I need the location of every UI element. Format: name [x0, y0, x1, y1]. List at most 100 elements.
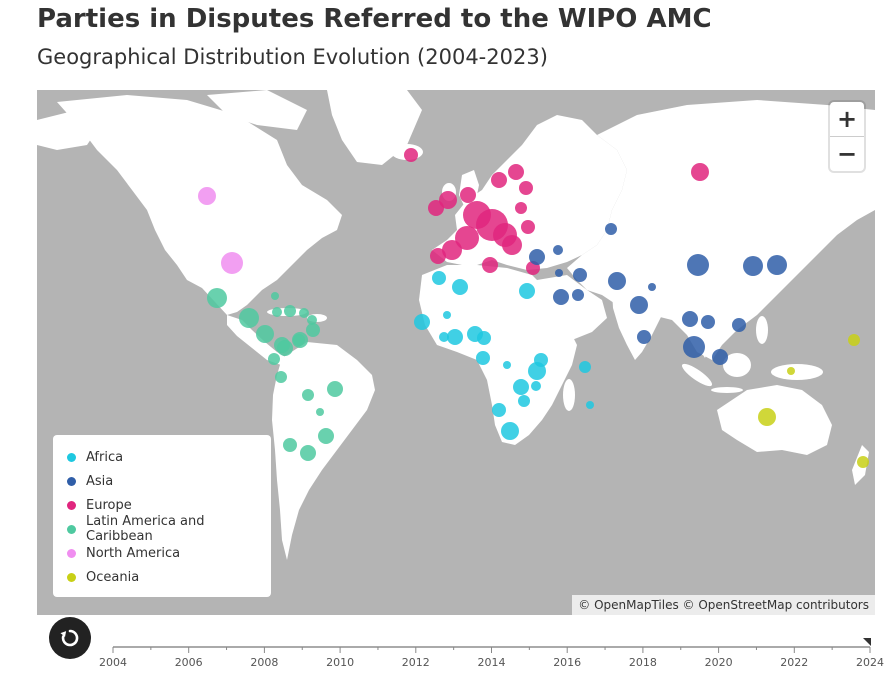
bubble-north-america[interactable]	[221, 252, 243, 274]
bubble-latin-america[interactable]	[327, 381, 343, 397]
bubble-latin-america[interactable]	[302, 389, 314, 401]
bubble-asia[interactable]	[701, 315, 715, 329]
land-madagascar	[563, 379, 575, 411]
legend-item[interactable]: Africa	[67, 445, 271, 469]
bubble-africa[interactable]	[586, 401, 594, 409]
bubble-latin-america[interactable]	[299, 308, 309, 318]
legend-label: Europe	[86, 498, 132, 513]
bubble-asia[interactable]	[605, 223, 617, 235]
bubble-europe[interactable]	[439, 191, 457, 209]
bubble-latin-america[interactable]	[207, 288, 227, 308]
bubble-europe[interactable]	[491, 172, 507, 188]
bubble-latin-america[interactable]	[293, 334, 305, 346]
legend-label: Asia	[86, 474, 113, 489]
bubble-latin-america[interactable]	[256, 325, 274, 343]
bubble-africa[interactable]	[414, 314, 430, 330]
bubble-latin-america[interactable]	[239, 308, 259, 328]
bubble-africa[interactable]	[503, 361, 511, 369]
timeline-tick-label: 2022	[780, 656, 808, 669]
bubble-asia[interactable]	[687, 254, 709, 276]
bubble-africa[interactable]	[531, 381, 541, 391]
bubble-asia[interactable]	[648, 283, 656, 291]
bubble-africa[interactable]	[528, 362, 546, 380]
bubble-asia[interactable]	[553, 289, 569, 305]
bubble-europe[interactable]	[515, 202, 527, 214]
bubble-europe[interactable]	[460, 187, 476, 203]
bubble-oceania[interactable]	[758, 408, 776, 426]
bubble-asia[interactable]	[683, 336, 705, 358]
bubble-africa[interactable]	[452, 279, 468, 295]
bubble-asia[interactable]	[712, 349, 728, 365]
chart-subtitle: Geographical Distribution Evolution (200…	[37, 45, 548, 69]
zoom-out-button[interactable]: −	[830, 136, 864, 171]
bubble-latin-america[interactable]	[272, 307, 282, 317]
bubble-asia[interactable]	[682, 311, 698, 327]
bubble-africa[interactable]	[476, 351, 490, 365]
bubble-asia[interactable]	[732, 318, 746, 332]
bubble-asia[interactable]	[767, 255, 787, 275]
bubble-asia[interactable]	[637, 330, 651, 344]
bubble-europe[interactable]	[430, 248, 446, 264]
bubble-asia[interactable]	[573, 268, 587, 282]
legend-swatch	[67, 501, 76, 510]
bubble-africa[interactable]	[501, 422, 519, 440]
bubble-europe[interactable]	[519, 181, 533, 195]
bubble-latin-america[interactable]	[318, 428, 334, 444]
bubble-africa[interactable]	[447, 329, 463, 345]
bubble-oceania[interactable]	[848, 334, 860, 346]
bubble-latin-america[interactable]	[268, 353, 280, 365]
land-java	[711, 387, 743, 393]
bubble-oceania[interactable]	[857, 456, 869, 468]
legend: Africa Asia Europe Latin America and Caribb…	[53, 435, 271, 597]
legend-item[interactable]: Latin America and Caribbean	[67, 517, 271, 541]
bubble-europe[interactable]	[508, 164, 524, 180]
timeline-handle[interactable]	[863, 638, 871, 646]
bubble-asia[interactable]	[630, 296, 648, 314]
bubble-africa[interactable]	[492, 403, 506, 417]
bubble-oceania[interactable]	[787, 367, 795, 375]
bubble-asia[interactable]	[572, 289, 584, 301]
map-attribution[interactable]: © OpenMapTiles © OpenStreetMap contribut…	[572, 595, 875, 615]
timeline-slider[interactable]: 2004200620082010201220142016201820202022…	[0, 625, 894, 681]
bubble-north-america[interactable]	[198, 187, 216, 205]
world-map[interactable]: + − Africa Asia Europe Latin America and Ca…	[37, 90, 875, 615]
land-new-guinea	[771, 364, 823, 380]
zoom-control: + −	[830, 102, 864, 171]
bubble-asia[interactable]	[608, 272, 626, 290]
bubble-africa[interactable]	[443, 311, 451, 319]
bubble-latin-america[interactable]	[283, 438, 297, 452]
bubble-africa[interactable]	[518, 395, 530, 407]
bubble-africa[interactable]	[477, 331, 491, 345]
timeline-tick-label: 2016	[553, 656, 581, 669]
timeline-tick-label: 2014	[478, 656, 506, 669]
bubble-africa[interactable]	[519, 283, 535, 299]
bubble-latin-america[interactable]	[271, 292, 279, 300]
bubble-latin-america[interactable]	[300, 445, 316, 461]
bubble-asia[interactable]	[743, 256, 763, 276]
bubble-asia[interactable]	[553, 245, 563, 255]
zoom-in-button[interactable]: +	[830, 102, 864, 136]
bubble-latin-america[interactable]	[284, 305, 296, 317]
bubble-asia[interactable]	[529, 249, 545, 265]
bubble-africa[interactable]	[432, 271, 446, 285]
legend-item[interactable]: Oceania	[67, 565, 271, 589]
bubble-europe[interactable]	[482, 257, 498, 273]
bubble-africa[interactable]	[513, 379, 529, 395]
legend-item[interactable]: North America	[67, 541, 271, 565]
bubble-latin-america[interactable]	[275, 371, 287, 383]
bubble-europe[interactable]	[404, 148, 418, 162]
bubble-latin-america[interactable]	[277, 340, 293, 356]
bubble-asia[interactable]	[555, 269, 563, 277]
timeline-tick-label: 2006	[175, 656, 203, 669]
bubble-europe[interactable]	[502, 235, 522, 255]
bubble-europe[interactable]	[521, 220, 535, 234]
legend-swatch	[67, 525, 76, 534]
bubble-africa[interactable]	[579, 361, 591, 373]
timeline-tick-label: 2010	[326, 656, 354, 669]
bubble-europe[interactable]	[691, 163, 709, 181]
bubble-latin-america[interactable]	[306, 323, 320, 337]
legend-item[interactable]: Asia	[67, 469, 271, 493]
land-north-america	[57, 95, 342, 315]
timeline-tick-label: 2004	[99, 656, 127, 669]
bubble-latin-america[interactable]	[316, 408, 324, 416]
